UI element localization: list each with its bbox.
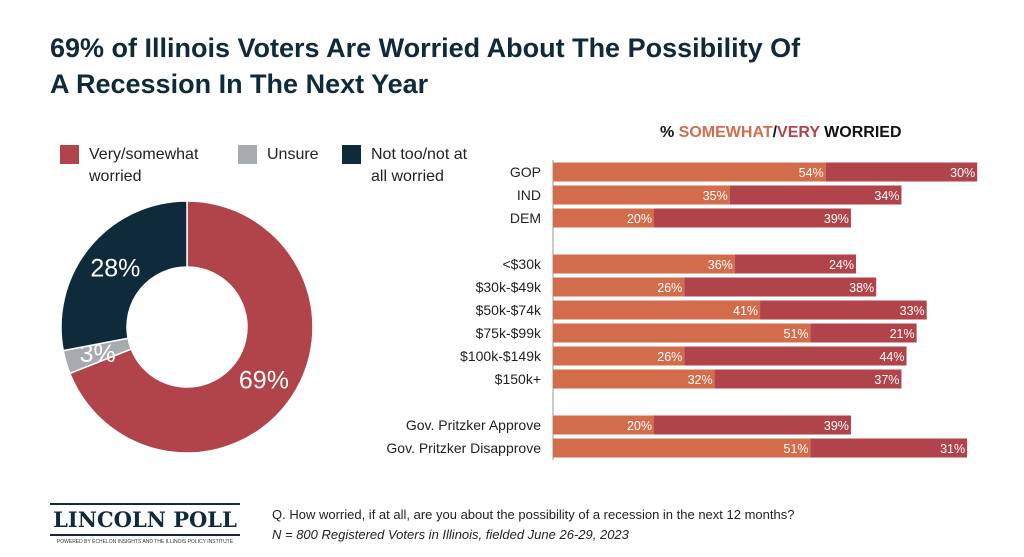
bar-segment-somewhat	[553, 369, 715, 389]
legend-swatch	[60, 145, 79, 164]
legend-swatch	[342, 145, 361, 164]
bar-value-label: 24%	[829, 258, 854, 272]
bar-segment-somewhat	[553, 438, 811, 458]
lincoln-poll-logo: LINCOLN POLL POWERED BY ECHELON INSIGHTS …	[50, 503, 240, 545]
legend-item-worried: Very/somewhat worried	[60, 144, 209, 188]
category-label: $30k-$49k	[476, 279, 542, 295]
category-label: Gov. Pritzker Approve	[406, 417, 541, 433]
bar-value-label: 30%	[950, 166, 975, 180]
bar-segment-somewhat	[553, 254, 735, 274]
legend-item-not-worried: Not too/not at all worried	[342, 144, 471, 188]
bar-segment-very	[810, 323, 917, 343]
legend-label: Very/somewhat worried	[89, 146, 199, 185]
bar-segment-very	[684, 346, 907, 366]
bar-value-label: 36%	[708, 258, 733, 272]
page-title: 69% of Illinois Voters Are Worried About…	[50, 33, 801, 99]
bar-value-label: 21%	[890, 327, 915, 341]
sample-text: N = 800 Registered Voters in Illinois, f…	[272, 527, 629, 542]
donut-slice	[60, 200, 188, 352]
bar-segment-somewhat	[553, 323, 811, 343]
legend-label: Unsure	[267, 146, 319, 163]
category-label: GOP	[510, 164, 541, 180]
bar-segment-somewhat	[553, 415, 654, 435]
legend-swatch	[238, 145, 257, 164]
bar-segment-very	[654, 415, 851, 435]
bar-segment-somewhat	[553, 185, 730, 205]
bar-segment-very	[810, 438, 968, 458]
category-label: $150k+	[495, 371, 541, 387]
category-label: <$30k	[502, 256, 542, 272]
question-text: Q. How worried, if at all, are you about…	[272, 507, 795, 522]
logo-tagline: POWERED BY ECHELON INSIGHTS AND THE ILLI…	[56, 539, 234, 545]
bar-value-label: 44%	[879, 350, 904, 364]
category-label: DEM	[510, 210, 541, 226]
bar-value-label: 41%	[733, 304, 758, 318]
bar-segment-very	[825, 162, 978, 182]
bar-value-label: 54%	[799, 166, 824, 180]
bar-value-label: 38%	[849, 281, 874, 295]
bar-chart-title: % SOMEWHAT/VERY WORRIED	[660, 124, 902, 141]
bar-value-label: 35%	[703, 189, 728, 203]
bar-value-label: 39%	[824, 212, 849, 226]
bar-value-label: 20%	[627, 419, 652, 433]
legend-item-unsure: Unsure	[238, 144, 319, 166]
logo-name: LINCOLN POLL	[50, 503, 240, 536]
bar-value-label: 39%	[824, 419, 849, 433]
bar-segment-very	[760, 300, 927, 320]
category-label: Gov. Pritzker Disapprove	[386, 440, 541, 456]
bar-segment-somewhat	[553, 162, 826, 182]
bar-segment-very	[734, 254, 856, 274]
bar-value-label: 31%	[940, 442, 965, 456]
bar-value-label: 37%	[874, 373, 899, 387]
category-label: IND	[517, 187, 541, 203]
donut-slice	[68, 200, 314, 454]
bar-value-label: 51%	[784, 327, 809, 341]
bar-segment-very	[729, 185, 902, 205]
bar-segment-somewhat	[553, 208, 654, 228]
slice-label: 69%	[239, 366, 289, 394]
bar-value-label: 32%	[688, 373, 713, 387]
bar-segment-very	[714, 369, 902, 389]
bar-segment-somewhat	[553, 277, 685, 297]
bar-segment-somewhat	[553, 346, 685, 366]
bar-segment-somewhat	[553, 300, 761, 320]
slice-label: 28%	[90, 255, 140, 283]
category-label: $50k-$74k	[476, 302, 542, 318]
bar-value-label: 20%	[627, 212, 652, 226]
category-label: $100k-$149k	[460, 348, 542, 364]
bar-segment-very	[654, 208, 851, 228]
bar-value-label: 26%	[657, 350, 682, 364]
category-label: $75k-$99k	[476, 325, 542, 341]
bar-value-label: 33%	[900, 304, 925, 318]
bar-value-label: 34%	[874, 189, 899, 203]
bar-segment-very	[684, 277, 877, 297]
legend-label: Not too/not at all worried	[371, 146, 468, 185]
bar-value-label: 26%	[657, 281, 682, 295]
bar-value-label: 51%	[784, 442, 809, 456]
